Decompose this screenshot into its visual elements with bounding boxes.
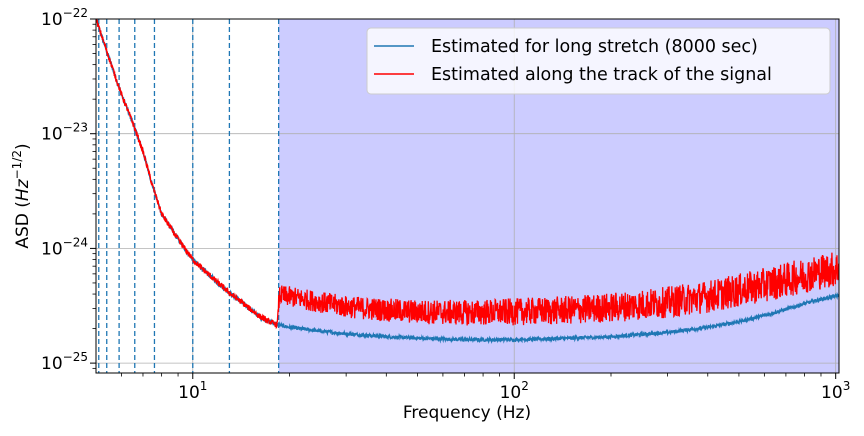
y-tick-label-exp-1: −23	[63, 121, 88, 135]
series-line-signal-track	[96, 19, 839, 330]
legend-label-long-stretch: Estimated for long stretch (8000 sec)	[431, 37, 758, 57]
y-tick-label-2: 10−24	[41, 235, 88, 259]
x-tick-label-exp-2: 3	[843, 379, 851, 393]
plot-frame	[95, 18, 840, 374]
y-axis-label-close: )	[13, 143, 33, 150]
y-tick-label-exp-3: −25	[63, 350, 88, 364]
y-tick-label-base-0: 10	[41, 10, 63, 30]
x-tick-label-base-2: 10	[821, 383, 843, 403]
x-tick-label-1: 102	[500, 379, 529, 403]
x-tick-label-2: 103	[821, 379, 850, 403]
x-tick-label-base-0: 10	[178, 383, 200, 403]
x-tick-label-0: 101	[178, 379, 207, 403]
y-tick-label-3: 10−25	[41, 350, 88, 374]
legend: Estimated for long stretch (8000 sec) Es…	[366, 27, 831, 95]
x-tick-label-base-1: 10	[500, 383, 522, 403]
x-tick-label-exp-0: 1	[200, 379, 208, 393]
y-tick-label-base-1: 10	[41, 125, 63, 145]
y-tick-label-0: 10−22	[41, 6, 88, 30]
y-tick-label-base-3: 10	[41, 354, 63, 374]
legend-box	[366, 27, 831, 95]
legend-label-signal-track: Estimated along the track of the signal	[431, 65, 772, 85]
x-tick-label-exp-1: 2	[521, 379, 529, 393]
y-tick-label-1: 10−23	[41, 121, 88, 145]
y-tick-label-exp-0: −22	[63, 6, 88, 20]
y-axis-label-main: ASD (	[13, 201, 33, 249]
y-tick-label-base-2: 10	[41, 239, 63, 259]
y-axis-label-exp: −1/2	[10, 150, 24, 179]
x-axis-label: Frequency (Hz)	[403, 403, 531, 423]
y-axis-label-unit: Hz	[13, 178, 33, 201]
y-axis-label: ASD (Hz−1/2)	[10, 143, 33, 248]
y-tick-label-exp-2: −24	[63, 235, 88, 249]
